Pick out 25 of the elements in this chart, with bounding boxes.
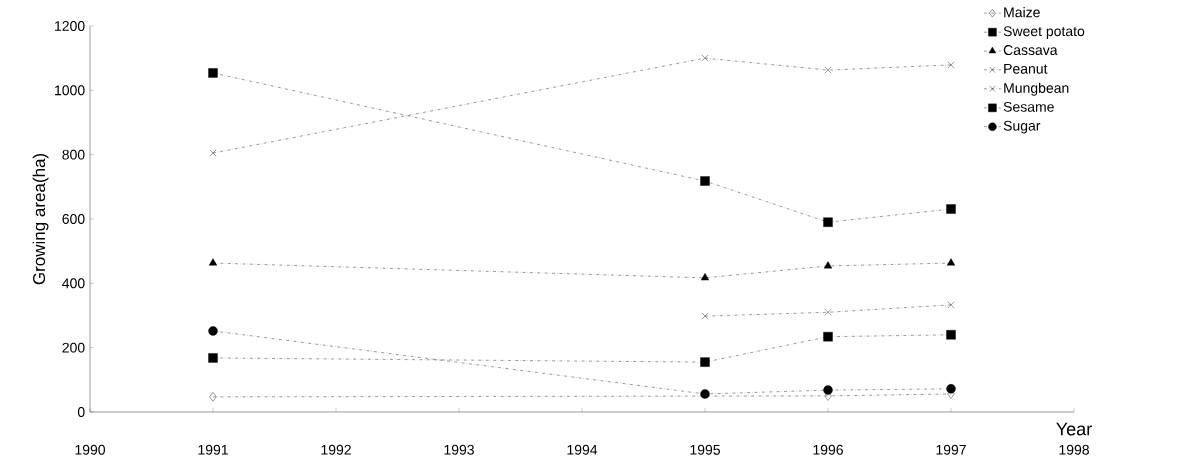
- x-tick-label: 1990: [75, 444, 106, 455]
- y-axis-title: Growing area(ha): [32, 153, 49, 285]
- x-tick-label: 1997: [936, 444, 966, 455]
- y-tick-label: 1200: [55, 21, 85, 31]
- legend-label: Sugar: [1003, 120, 1041, 134]
- legend-label: Maize: [1004, 7, 1040, 18]
- x-tick-label: 1991: [198, 444, 228, 455]
- y-tick-label: 0: [77, 407, 85, 417]
- x-tick-label: 1993: [444, 444, 474, 455]
- x-tick-label: 1995: [690, 444, 720, 455]
- legend-label: Peanut: [1004, 63, 1048, 74]
- x-tick-label: 1994: [567, 444, 598, 455]
- y-tick-label: 200: [62, 342, 85, 353]
- legend-label: Sweet potato: [1003, 26, 1085, 39]
- x-tick-label: 1998: [1059, 444, 1089, 455]
- legend-label: Sesame: [1003, 101, 1054, 112]
- x-tick-label: 1992: [321, 444, 351, 455]
- y-tick-label: 600: [62, 214, 85, 224]
- legend-label: Cassava: [1003, 45, 1058, 56]
- x-axis-title: Year: [1056, 422, 1092, 436]
- x-tick-label: 1996: [813, 444, 843, 455]
- legend-label: Mungbean: [1004, 82, 1069, 96]
- y-tick-label: 1000: [55, 85, 85, 96]
- y-tick-label: 800: [62, 149, 85, 160]
- y-tick-label: 400: [62, 278, 85, 289]
